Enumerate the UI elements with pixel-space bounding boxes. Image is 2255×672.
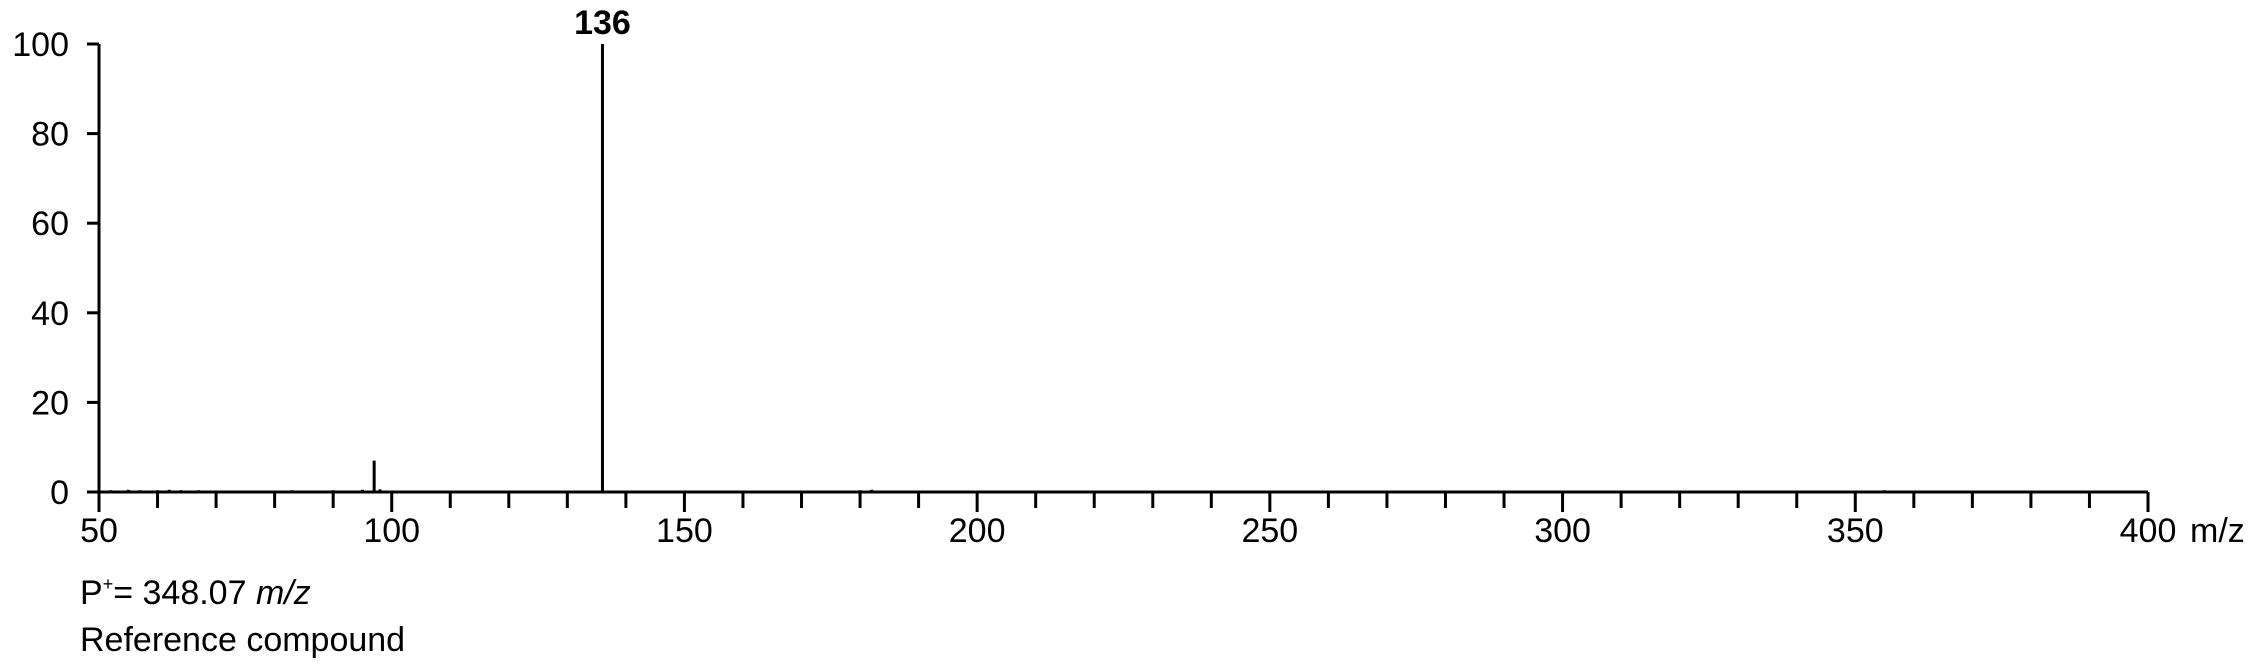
- labels-layer: 0 20 40 60 80 100 50 100 150 200 250 300 350 400 m/z 13…: [12, 4, 2245, 550]
- x-axis-unit: m/z: [2190, 512, 2245, 550]
- y-tick-label-40: 40: [31, 295, 69, 333]
- y-tick-label-100: 100: [12, 26, 69, 64]
- x-tick-label-200: 200: [949, 512, 1006, 550]
- x-tick-label-50: 50: [80, 512, 118, 550]
- y-tick-label-80: 80: [31, 116, 69, 154]
- peaks-layer: [111, 44, 2019, 492]
- x-tick-label-350: 350: [1827, 512, 1884, 550]
- x-tick-label-100: 100: [363, 512, 420, 550]
- molecular-ion-prefix: P: [80, 574, 103, 612]
- molecular-ion-caption: P+= 348.07 m/z: [80, 574, 311, 613]
- x-tick-label-250: 250: [1241, 512, 1298, 550]
- x-tick-label-150: 150: [656, 512, 713, 550]
- peak-label-136: 136: [574, 4, 631, 42]
- molecular-ion-unit: m/z: [256, 574, 311, 612]
- y-tick-label-0: 0: [50, 474, 69, 512]
- y-tick-label-60: 60: [31, 205, 69, 243]
- axes-layer: [87, 44, 2148, 512]
- x-tick-label-300: 300: [1534, 512, 1591, 550]
- molecular-ion-charge: +: [103, 574, 114, 594]
- y-tick-label-20: 20: [31, 384, 69, 422]
- compound-label: Reference compound: [80, 621, 405, 660]
- x-tick-label-400: 400: [2120, 512, 2177, 550]
- molecular-ion-value: = 348.07: [113, 574, 256, 612]
